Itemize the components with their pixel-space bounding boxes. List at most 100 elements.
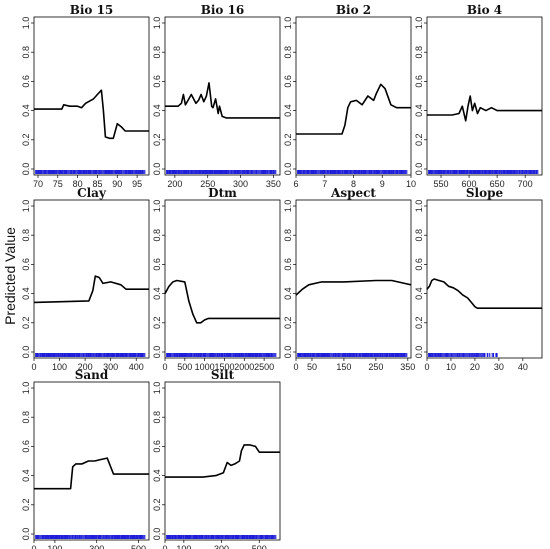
x-tick-label: 250 [200,179,215,189]
x-tick-label: 300 [89,544,104,549]
y-tick-label: 0.2 [283,134,293,147]
x-tick-label: 70 [33,179,43,189]
y-tick-label: 0.6 [152,75,162,88]
x-tick-label: 300 [214,544,229,549]
x-tick-label: 2500 [254,362,274,372]
y-tick-label: 0.2 [152,317,162,330]
rug-band [297,170,408,174]
x-tick-label: 1500 [214,362,234,372]
response-curve [165,82,280,119]
x-tick-label: 500 [131,544,146,549]
response-curve [34,89,149,140]
x-tick-label: 6 [293,179,298,189]
y-tick-label: 0.0 [414,346,424,359]
x-tick-label: 400 [129,362,144,372]
panel-bio-16: Bio 16 0.0 0.2 0.4 0.6 0.8 1.0 200 250 300 350 [152,3,281,189]
y-tick-label: 0.4 [21,469,31,482]
x-tick-label: 0 [31,544,36,549]
y-tick-label: 1.0 [152,200,162,213]
y-tick-label: 0.4 [414,104,424,117]
panel-dtm: Dtm 0.0 0.2 0.4 0.6 0.8 1.0 0 500 1000 1500 2000 250… [152,186,281,372]
panel-frame [164,16,281,176]
x-tick-label: 50 [307,362,317,372]
panel-frame [164,381,281,541]
rug-band [166,535,277,539]
x-tick-label: 500 [177,362,192,372]
x-tick-label: 0 [31,362,36,372]
y-tick-label: 0.8 [21,46,31,59]
y-tick-label: 0.2 [283,317,293,330]
y-tick-label: 0.8 [152,411,162,424]
panel-sand: Sand 0.0 0.2 0.4 0.6 0.8 1.0 0 100 300 500 [21,368,150,549]
y-tick-label: 0.6 [21,258,31,271]
rug-marks [166,170,277,174]
y-tick-label: 0.4 [152,287,162,300]
x-tick-label: 300 [233,179,248,189]
rug-marks [166,353,277,357]
rug-marks [35,535,146,539]
x-tick-label: 350 [400,362,415,372]
y-tick-label: 0.0 [283,163,293,176]
panel-bio-2: Bio 2 0.0 0.2 0.4 0.6 0.8 1.0 6 7 8 9 10 [283,3,416,189]
x-tick-label: 250 [368,362,383,372]
y-tick-label: 1.0 [283,200,293,213]
y-tick-label: 0.6 [152,258,162,271]
panel-frame [164,199,281,359]
x-tick-label: 500 [252,544,267,549]
x-tick-label: 9 [380,179,385,189]
x-tick-label: 200 [167,179,182,189]
x-tick-label: 600 [462,179,477,189]
y-tick-label: 0.8 [283,46,293,59]
y-tick-label: 0.8 [21,411,31,424]
x-tick-label: 0 [424,362,429,372]
x-tick-label: 350 [266,179,281,189]
panel-frame [33,16,150,176]
y-tick-label: 0.2 [21,499,31,512]
panel-frame [295,16,412,176]
panel-title: Clay [77,186,107,200]
y-tick-label: 0.2 [152,134,162,147]
y-tick-label: 0.0 [283,346,293,359]
panel-frame [33,381,150,541]
rug-band [297,353,408,357]
rug-marks [166,535,277,539]
response-curve [295,279,412,296]
y-tick-label: 0.2 [21,317,31,330]
y-tick-label: 0.4 [21,287,31,300]
y-tick-label: 0.4 [283,287,293,300]
y-tick-label: 0.2 [21,134,31,147]
x-tick-label: 300 [103,362,118,372]
y-tick-label: 0.8 [152,229,162,242]
rug-marks [35,353,146,357]
response-curve [426,278,542,310]
rug-marks [35,170,146,174]
x-tick-label: 0 [162,362,167,372]
panel-title: Bio 2 [336,3,371,17]
rug-band [35,353,146,357]
x-tick-label: 75 [53,179,63,189]
x-tick-label: 150 [336,362,351,372]
y-tick-label: 0.8 [21,229,31,242]
x-tick-label: 80 [73,179,83,189]
y-tick-label: 0.6 [21,440,31,453]
y-tick-label: 0.4 [414,287,424,300]
panel-bio-15: Bio 15 0.0 0.2 0.4 0.6 0.8 1.0 70 75 80 85 90 95 [21,3,150,189]
y-tick-label: 0.6 [283,75,293,88]
y-tick-label: 0.6 [152,440,162,453]
y-tick-label: 1.0 [414,200,424,213]
response-curve [427,95,542,122]
y-tick-label: 1.0 [21,200,31,213]
panel-slope: Slope 0.0 0.2 0.4 0.6 0.8 1.0 0 10 20 30 40 [414,186,543,372]
y-tick-label: 1.0 [21,17,31,30]
panel-grid: Bio 150.00.20.40.60.81.070 75 80 85 90 95Bio … [21,3,543,549]
response-curve [164,279,280,324]
rug-marks [428,353,498,357]
x-tick-label: 100 [176,544,191,549]
rug-band [428,170,539,174]
x-tick-label: 40 [518,362,528,372]
y-tick-label: 0.0 [152,528,162,541]
y-tick-label: 0.6 [283,258,293,271]
y-tick-label: 0.6 [414,258,424,271]
y-tick-label: 0.4 [152,469,162,482]
